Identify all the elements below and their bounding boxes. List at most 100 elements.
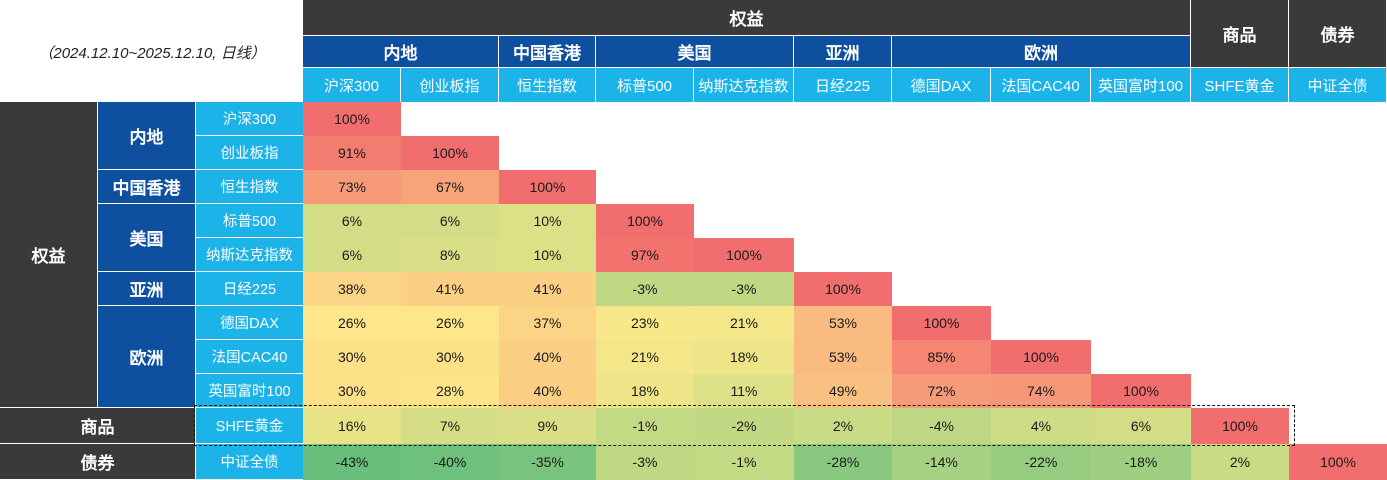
row-asset-header: 标普500 — [196, 204, 303, 238]
heatmap-cell: 41% — [401, 272, 499, 306]
heatmap-cell: -4% — [892, 408, 991, 444]
heatmap-cell: 2% — [794, 408, 892, 444]
column-asset-header: 法国CAC40 — [991, 68, 1091, 102]
heatmap-cell: 30% — [401, 340, 499, 374]
heatmap-cell: -35% — [499, 444, 596, 480]
heatmap-cell: 53% — [794, 340, 892, 374]
heatmap-cell: -40% — [401, 444, 499, 480]
column-region-header: 中国香港 — [499, 36, 596, 68]
heatmap-cell: 40% — [499, 340, 596, 374]
heatmap-cell: 100% — [991, 340, 1091, 374]
heatmap-cell: 28% — [401, 374, 499, 408]
column-asset-header: 恒生指数 — [499, 68, 596, 102]
heatmap-cell: -3% — [596, 444, 694, 480]
row-asset-header: 恒生指数 — [196, 170, 303, 204]
row-asset-header: 纳斯达克指数 — [196, 238, 303, 272]
heatmap-cell: -1% — [596, 408, 694, 444]
heatmap-cell: -3% — [694, 272, 794, 306]
row-region-header: 亚洲 — [98, 272, 196, 306]
heatmap-cell: 100% — [1191, 408, 1289, 444]
heatmap-cell: 6% — [303, 204, 401, 238]
heatmap-cell: -18% — [1091, 444, 1191, 480]
heatmap-cell: -28% — [794, 444, 892, 480]
heatmap-cell: 2% — [1191, 444, 1289, 480]
heatmap-cell: -22% — [991, 444, 1091, 480]
heatmap-cell: 74% — [991, 374, 1091, 408]
heatmap-cell: -1% — [694, 444, 794, 480]
column-asset-header: 纳斯达克指数 — [694, 68, 794, 102]
heatmap-cell: 72% — [892, 374, 991, 408]
row-asset-header: 日经225 — [196, 272, 303, 306]
heatmap-cell: 100% — [794, 272, 892, 306]
column-asset-header: 创业板指 — [401, 68, 499, 102]
heatmap-cell: 67% — [401, 170, 499, 204]
column-asset-header: 中证全债 — [1289, 68, 1387, 102]
heatmap-cell: 100% — [596, 204, 694, 238]
heatmap-cell: 23% — [596, 306, 694, 340]
column-asset-header: SHFE黄金 — [1191, 68, 1289, 102]
heatmap-cell: 16% — [303, 408, 401, 444]
row-asset-header: 创业板指 — [196, 136, 303, 170]
heatmap-cell: 49% — [794, 374, 892, 408]
row-asset-header: 法国CAC40 — [196, 340, 303, 374]
heatmap-cell: 91% — [303, 136, 401, 170]
heatmap-cell: 100% — [694, 238, 794, 272]
heatmap-cell: 38% — [303, 272, 401, 306]
heatmap-cell: 30% — [303, 374, 401, 408]
column-region-header: 美国 — [596, 36, 794, 68]
heatmap-cell: 11% — [694, 374, 794, 408]
heatmap-cell: -14% — [892, 444, 991, 480]
heatmap-cell: 21% — [596, 340, 694, 374]
heatmap-cell: 7% — [401, 408, 499, 444]
row-group-header: 债券 — [0, 444, 196, 480]
heatmap-cell: 100% — [1289, 444, 1387, 480]
heatmap-cell: 30% — [303, 340, 401, 374]
heatmap-cell: 100% — [1091, 374, 1191, 408]
row-asset-header: 中证全债 — [196, 444, 303, 480]
heatmap-cell: 100% — [892, 306, 991, 340]
date-range-subtitle: （2024.12.10~2025.12.10, 日线） — [38, 44, 266, 62]
heatmap-cell: -3% — [596, 272, 694, 306]
heatmap-cell: 21% — [694, 306, 794, 340]
row-group-header: 权益 — [0, 102, 98, 408]
row-region-header: 欧洲 — [98, 306, 196, 408]
column-group-header: 商品 — [1191, 0, 1289, 68]
heatmap-cell: 37% — [499, 306, 596, 340]
heatmap-cell: 41% — [499, 272, 596, 306]
heatmap-cell: 97% — [596, 238, 694, 272]
column-region-header: 亚洲 — [794, 36, 892, 68]
heatmap-cell: 40% — [499, 374, 596, 408]
row-region-header: 内地 — [98, 102, 196, 170]
heatmap-cell: 26% — [303, 306, 401, 340]
column-region-header: 内地 — [303, 36, 499, 68]
heatmap-cell: -2% — [694, 408, 794, 444]
heatmap-cell: 100% — [499, 170, 596, 204]
heatmap-cell: 18% — [694, 340, 794, 374]
heatmap-cell: 6% — [1091, 408, 1191, 444]
column-group-header: 债券 — [1289, 0, 1387, 68]
heatmap-cell: 26% — [401, 306, 499, 340]
heatmap-cell: 8% — [401, 238, 499, 272]
heatmap-cell: 100% — [303, 102, 401, 136]
column-asset-header: 德国DAX — [892, 68, 991, 102]
heatmap-cell: 85% — [892, 340, 991, 374]
column-asset-header: 日经225 — [794, 68, 892, 102]
column-asset-header: 标普500 — [596, 68, 694, 102]
heatmap-cell: 10% — [499, 204, 596, 238]
heatmap-cell: 53% — [794, 306, 892, 340]
heatmap-cell: 100% — [401, 136, 499, 170]
heatmap-cell: 18% — [596, 374, 694, 408]
row-group-header: 商品 — [0, 408, 196, 444]
column-asset-header: 沪深300 — [303, 68, 401, 102]
row-asset-header: 英国富时100 — [196, 374, 303, 408]
column-group-header: 权益 — [303, 0, 1191, 36]
column-region-header: 欧洲 — [892, 36, 1191, 68]
heatmap-cell: -43% — [303, 444, 401, 480]
heatmap-cell: 9% — [499, 408, 596, 444]
row-asset-header: 德国DAX — [196, 306, 303, 340]
column-asset-header: 英国富时100 — [1091, 68, 1191, 102]
heatmap-cell: 73% — [303, 170, 401, 204]
row-asset-header: 沪深300 — [196, 102, 303, 136]
row-region-header: 美国 — [98, 204, 196, 272]
